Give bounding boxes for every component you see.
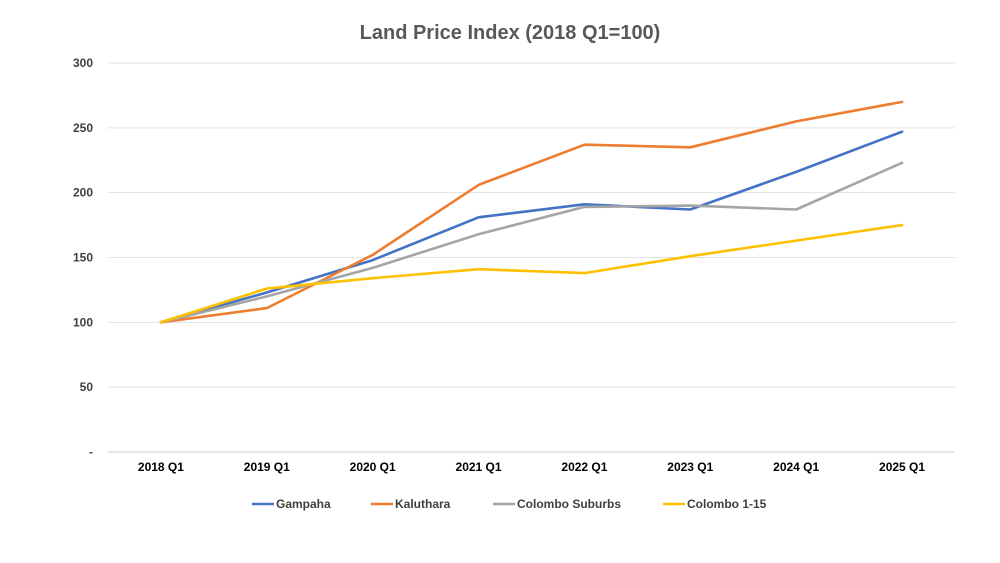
x-tick-label: 2019 Q1: [244, 460, 290, 474]
legend-item: Gampaha: [252, 497, 331, 511]
legend-item: Kaluthara: [371, 497, 451, 511]
x-tick-label: 2021 Q1: [456, 460, 502, 474]
y-tick-label: 200: [73, 186, 93, 200]
legend-label: Kaluthara: [395, 497, 451, 511]
legend-item: Colombo Suburbs: [493, 497, 621, 511]
y-tick-label: -: [89, 445, 93, 459]
series-line: [159, 100, 904, 324]
series-colombo-1-15: [159, 223, 904, 324]
legend-label: Colombo 1-15: [687, 497, 767, 511]
y-tick-label: 300: [73, 56, 93, 70]
x-tick-label: 2025 Q1: [879, 460, 925, 474]
legend-item: Colombo 1-15: [663, 497, 767, 511]
series-kaluthara: [159, 100, 904, 324]
y-tick-label: 150: [73, 251, 93, 265]
series-line: [159, 161, 904, 324]
y-tick-label: 100: [73, 315, 93, 329]
legend-label: Gampaha: [276, 497, 331, 511]
x-tick-label: 2018 Q1: [138, 460, 184, 474]
y-tick-label: 250: [73, 121, 93, 135]
legend-label: Colombo Suburbs: [517, 497, 621, 511]
y-axis-ticks: - 50 100 150 200 250 300: [73, 56, 93, 459]
legend: Gampaha Kaluthara Colombo Suburbs Colombo 1…: [252, 497, 767, 511]
series-line: [159, 223, 904, 324]
x-tick-label: 2022 Q1: [561, 460, 607, 474]
gridlines: [108, 62, 955, 453]
series-colombo-suburbs: [159, 161, 904, 324]
x-tick-label: 2020 Q1: [350, 460, 396, 474]
chart-title: Land Price Index (2018 Q1=100): [359, 22, 661, 44]
x-tick-label: 2023 Q1: [667, 460, 713, 474]
y-tick-label: 50: [80, 380, 94, 394]
series-lines: [159, 100, 904, 324]
x-axis-ticks: 2018 Q1 2019 Q1 2020 Q1 2021 Q1 2022 Q1 2023 …: [138, 460, 925, 474]
x-tick-label: 2024 Q1: [773, 460, 819, 474]
